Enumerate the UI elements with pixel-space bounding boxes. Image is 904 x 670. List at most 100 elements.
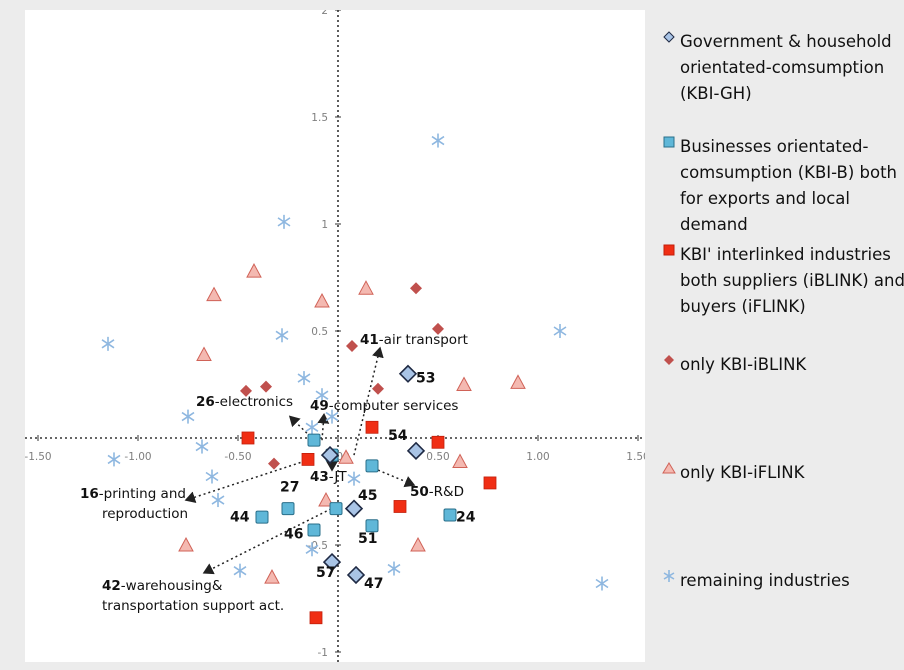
annotation-label: 16-printing and — [80, 486, 186, 502]
remaining-point-stroke — [297, 373, 311, 383]
b-point — [329, 502, 343, 516]
point-label: 51 — [358, 531, 377, 547]
link-point — [483, 476, 497, 490]
legend-label-rem: remaining industries — [680, 571, 850, 590]
plot-area: -1.50-1.00-0.500.000.501.001.5021.510.5-… — [25, 10, 645, 662]
remaining-point — [181, 409, 195, 424]
annotation-text: -warehousing& — [121, 578, 223, 594]
iflink-point — [264, 569, 280, 584]
annotation-label: 41-air transport — [360, 332, 468, 348]
legend-item-b: Businesses orientated-comsumption (KBI-B… — [662, 134, 904, 238]
legend-label-if: only KBI-iFLINK — [680, 463, 805, 482]
diamond-marker-icon — [664, 355, 674, 365]
iflink-point — [318, 492, 334, 507]
remaining-point-stroke — [553, 326, 567, 336]
b-point — [365, 519, 379, 533]
remaining-point — [595, 576, 609, 591]
link-point — [365, 420, 379, 434]
remaining-point-stroke — [305, 544, 319, 554]
scatter-chart: -1.50-1.00-0.500.000.501.001.5021.510.5-… — [25, 10, 645, 662]
annotation-text: -printing and — [99, 486, 186, 502]
remaining-point-stroke — [305, 422, 319, 432]
legend-label-gh: Government & household orientated-comsum… — [680, 32, 892, 103]
remaining-point-stroke — [181, 411, 195, 422]
annotation-text: -R&D — [429, 484, 464, 500]
iflink-point — [510, 374, 526, 389]
remaining-point — [315, 388, 329, 403]
remaining-point — [305, 420, 319, 435]
iflink-point — [338, 449, 354, 464]
point-label: 27 — [280, 480, 299, 496]
legend-label-ib: only KBI-iBLINK — [680, 355, 807, 374]
iflink-point — [246, 263, 262, 278]
iflink-point — [196, 346, 212, 362]
legend-label-b: Businesses orientated-comsumption (KBI-B… — [680, 137, 897, 234]
annotation-number: 26 — [196, 394, 215, 410]
link-point — [393, 500, 407, 513]
remaining-point-stroke — [595, 578, 609, 589]
link-point — [431, 435, 445, 449]
iblink-point — [346, 339, 358, 352]
iblink-point — [432, 322, 444, 335]
legend: Government & household orientated-comsum… — [650, 0, 904, 670]
point-label: 24 — [456, 509, 476, 525]
point-label: 47 — [364, 576, 383, 592]
annotation-label-line2: transportation support act. — [102, 598, 284, 614]
b-point — [307, 433, 321, 447]
x-tick-label: -0.50 — [224, 451, 251, 463]
remaining-point — [431, 133, 445, 148]
legend-item-rem: remaining industries — [662, 568, 850, 594]
annotation-number: 41 — [360, 332, 379, 348]
annotation-label-line2: reproduction — [102, 506, 188, 522]
remaining-point — [297, 371, 311, 386]
remaining-point-stroke — [431, 135, 445, 146]
b-point — [255, 510, 269, 524]
remaining-point — [107, 452, 121, 467]
link-point — [301, 452, 315, 466]
triangle-marker-icon — [662, 462, 676, 474]
gh-point — [322, 552, 342, 572]
remaining-point — [553, 324, 567, 338]
annotation-arrow — [377, 469, 416, 488]
y-tick-label: 1.5 — [311, 112, 328, 124]
annotation-label: 49-computer services — [310, 398, 458, 414]
remaining-point — [195, 439, 209, 454]
iflink-point — [178, 536, 194, 552]
y-tick-label: 0.5 — [311, 326, 328, 338]
remaining-point — [233, 563, 247, 578]
gh-point — [346, 565, 366, 585]
remaining-point-stroke — [211, 495, 225, 505]
legend-item-gh: Government & household orientated-comsum… — [662, 29, 900, 107]
y-tick-label: 2 — [321, 10, 328, 17]
legend-label-link: KBI' interlinked industries both supplie… — [680, 245, 904, 316]
link-point — [309, 611, 323, 625]
x-tick-label: 0.50 — [426, 451, 449, 463]
gh-point — [344, 499, 364, 518]
iflink-point — [358, 280, 374, 295]
remaining-point — [387, 561, 401, 576]
square-marker-icon — [663, 136, 675, 148]
legend-item-if: only KBI-iFLINK — [662, 460, 804, 486]
remaining-point-stroke — [275, 330, 289, 340]
x-tick-label: 1.00 — [526, 451, 549, 463]
remaining-point — [275, 328, 289, 343]
remaining-point-stroke — [277, 217, 291, 227]
remaining-point — [277, 214, 291, 229]
iblink-point — [410, 282, 422, 295]
remaining-point-stroke — [195, 441, 209, 452]
annotation-number: 49 — [310, 398, 329, 414]
annotation-number: 16 — [80, 486, 99, 502]
annotation-label: 50-R&D — [410, 484, 464, 500]
x-tick-label: -1.00 — [124, 451, 151, 463]
annotation-arrow — [353, 346, 384, 456]
remaining-point-stroke — [325, 411, 339, 422]
annotation-text: -computer services — [329, 398, 459, 414]
gh-point — [320, 445, 340, 465]
b-point — [443, 508, 457, 522]
annotation-number: 42 — [102, 578, 121, 594]
legend-item-ib: only KBI-iBLINK — [662, 352, 806, 378]
remaining-point — [325, 409, 339, 424]
point-label: 46 — [284, 527, 303, 543]
iblink-point — [260, 380, 272, 393]
asterisk-marker-icon — [663, 570, 675, 582]
